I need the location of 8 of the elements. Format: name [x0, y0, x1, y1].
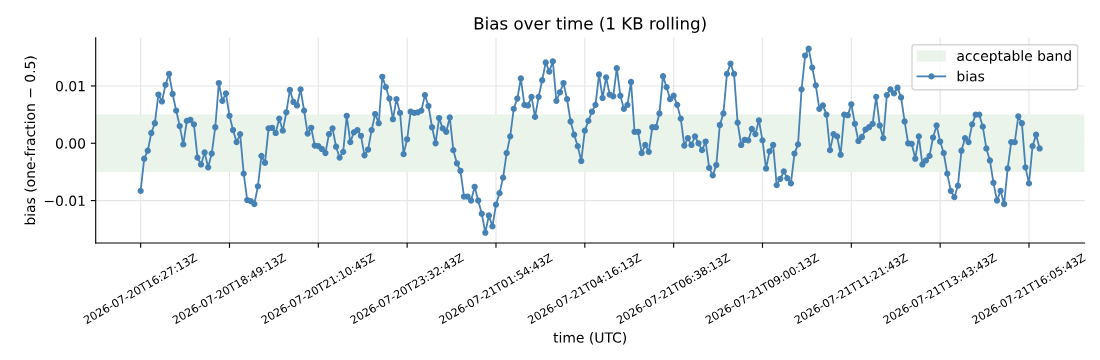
y-tick-label: 0.00	[55, 138, 86, 149]
y-tick-label: 0.01	[55, 80, 85, 92]
x-axis-title: time (UTC)	[553, 332, 627, 345]
chart-title: Bias over time (1 KB rolling)	[474, 16, 706, 33]
legend-label: acceptable band	[957, 50, 1071, 64]
y-tick-label: −0.01	[44, 195, 85, 207]
legend-label: bias	[957, 70, 985, 82]
y-axis-title: bias (one-fraction − 0.5)	[24, 56, 37, 225]
